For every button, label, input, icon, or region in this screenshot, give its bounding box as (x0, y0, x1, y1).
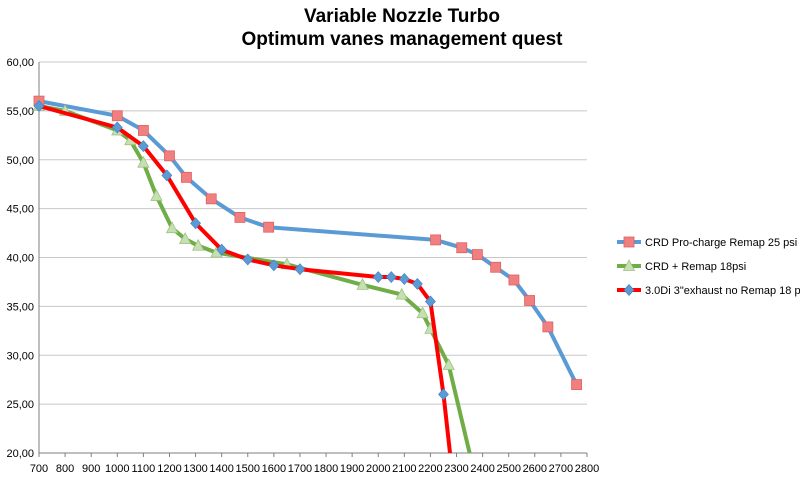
legend-item: CRD + Remap 18psi (617, 259, 746, 273)
x-tick-label: 1700 (288, 463, 312, 475)
x-tick-label: 1000 (105, 463, 129, 475)
x-tick-label: 2100 (392, 463, 416, 475)
data-point (165, 221, 179, 234)
data-point (111, 121, 123, 134)
legend: CRD Pro-charge Remap 25 psi CRD + Remap 1… (617, 236, 800, 297)
y-tick-label: 55,00 (6, 106, 34, 118)
chart-subtitle: Optimum vanes management quest (242, 29, 564, 50)
x-tick-label: 2700 (549, 463, 573, 475)
series-1 (33, 95, 582, 390)
legend-item: CRD Pro-charge Remap 25 psi (617, 236, 797, 249)
y-tick-label: 20,00 (6, 448, 34, 460)
data-point (456, 242, 468, 254)
x-tick-label: 2800 (575, 463, 599, 475)
data-point (395, 287, 408, 300)
x-tick-label: 2000 (366, 463, 390, 475)
x-tick-label: 1400 (209, 463, 233, 475)
data-point (150, 189, 163, 201)
axes (38, 62, 587, 454)
legend-item: 3.0Di 3"exhaust no Remap 18 psi (617, 284, 800, 297)
x-tick-label: 2500 (496, 463, 520, 475)
legend-marker (623, 284, 635, 296)
y-tick-label: 25,00 (6, 399, 34, 411)
data-point (542, 321, 554, 333)
data-point (164, 150, 175, 162)
series-line (37, 104, 452, 453)
y-tick-label: 60,00 (6, 57, 34, 69)
data-point (33, 100, 45, 112)
x-tick-label: 1900 (340, 463, 364, 475)
x-tick-label: 1500 (236, 463, 260, 475)
data-point (137, 155, 150, 168)
data-point (137, 140, 149, 153)
data-point (181, 171, 192, 183)
data-point (137, 125, 149, 136)
legend-label: CRD + Remap 18psi (645, 261, 746, 273)
data-point (190, 217, 201, 230)
data-point (192, 238, 205, 251)
x-tick-label: 2200 (418, 463, 442, 475)
x-tick-label: 800 (56, 463, 74, 475)
data-point (425, 295, 436, 308)
data-point (216, 243, 228, 256)
data-point (161, 169, 173, 182)
data-point (490, 261, 502, 273)
y-tick-label: 40,00 (6, 253, 34, 265)
x-tick-label: 2600 (523, 463, 547, 475)
y-tick-labels: 20,00 25,00 30,00 35,00 40,00 45,00 50,00 55,00… (6, 57, 34, 460)
data-point (372, 271, 384, 283)
data-point (411, 277, 423, 290)
x-tick-label: 1600 (262, 463, 286, 475)
plot-series (32, 95, 582, 453)
data-point (438, 388, 449, 401)
legend-label: 3.0Di 3"exhaust no Remap 18 psi (645, 285, 800, 297)
data-point (524, 295, 535, 306)
data-point (205, 193, 217, 205)
x-tick-label: 1200 (157, 463, 181, 475)
data-point (416, 306, 429, 319)
x-tick-label: 900 (82, 463, 100, 475)
data-point (111, 110, 123, 122)
data-point (442, 358, 455, 370)
x-tick-label: 1100 (132, 463, 156, 475)
data-point (430, 234, 442, 246)
chart-title: Variable Nozzle Turbo (304, 6, 500, 27)
legend-label: CRD Pro-charge Remap 25 psi (645, 237, 797, 249)
y-tick-label: 30,00 (6, 350, 34, 362)
data-point (263, 221, 275, 233)
x-tick-label: 2300 (444, 463, 468, 475)
y-tick-label: 50,00 (6, 155, 34, 167)
series-3 (33, 100, 452, 453)
data-point (294, 263, 306, 276)
y-tick-label: 35,00 (6, 301, 34, 313)
data-point (471, 249, 483, 260)
data-point (356, 278, 369, 290)
x-tick-label: 1800 (314, 463, 338, 475)
x-tick-label: 1300 (183, 463, 207, 475)
legend-marker (622, 259, 636, 271)
data-point (398, 273, 410, 285)
legend-marker (623, 236, 635, 248)
series-line (37, 99, 579, 387)
data-point (242, 253, 254, 266)
x-tick-label: 2400 (470, 463, 494, 475)
data-point (508, 274, 520, 286)
data-point (234, 212, 246, 223)
data-point (571, 379, 582, 390)
x-tick-labels: 700 800 900 1000 1100 1200 1300 1400 1500 1600 170… (30, 453, 599, 475)
x-tick-label: 700 (30, 463, 48, 475)
y-tick-label: 45,00 (6, 204, 34, 216)
grid-lines (39, 61, 587, 454)
data-point (385, 271, 397, 283)
data-point (178, 232, 192, 244)
data-point (268, 259, 280, 272)
